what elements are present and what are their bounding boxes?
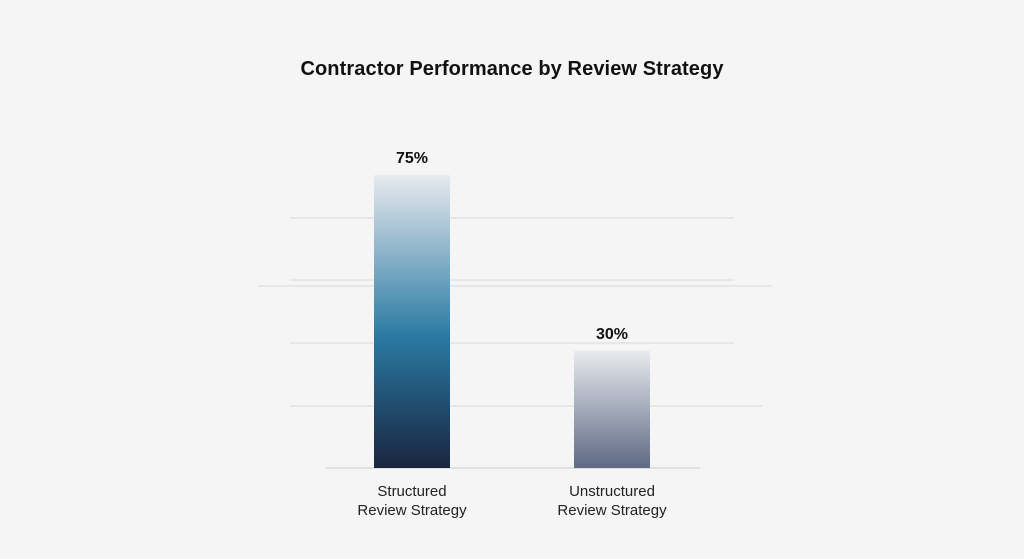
data-label-1: 75% xyxy=(396,150,428,167)
category-label-2-line-2: Review Strategy xyxy=(557,502,667,519)
bar-2 xyxy=(574,350,650,468)
category-label-1-line-1: Structured xyxy=(377,483,446,500)
category-label-2-line-1: Unstructured xyxy=(569,483,655,500)
data-label-2: 30% xyxy=(596,326,628,343)
bars xyxy=(374,175,650,468)
category-label-1-line-2: Review Strategy xyxy=(357,502,467,519)
labels: 75% Structured Review Strategy 30% Unstructu… xyxy=(357,150,667,519)
grid-lines xyxy=(258,217,772,469)
chart-title: Contractor Performance by Review Strateg… xyxy=(300,58,724,80)
bar-1 xyxy=(374,175,450,468)
